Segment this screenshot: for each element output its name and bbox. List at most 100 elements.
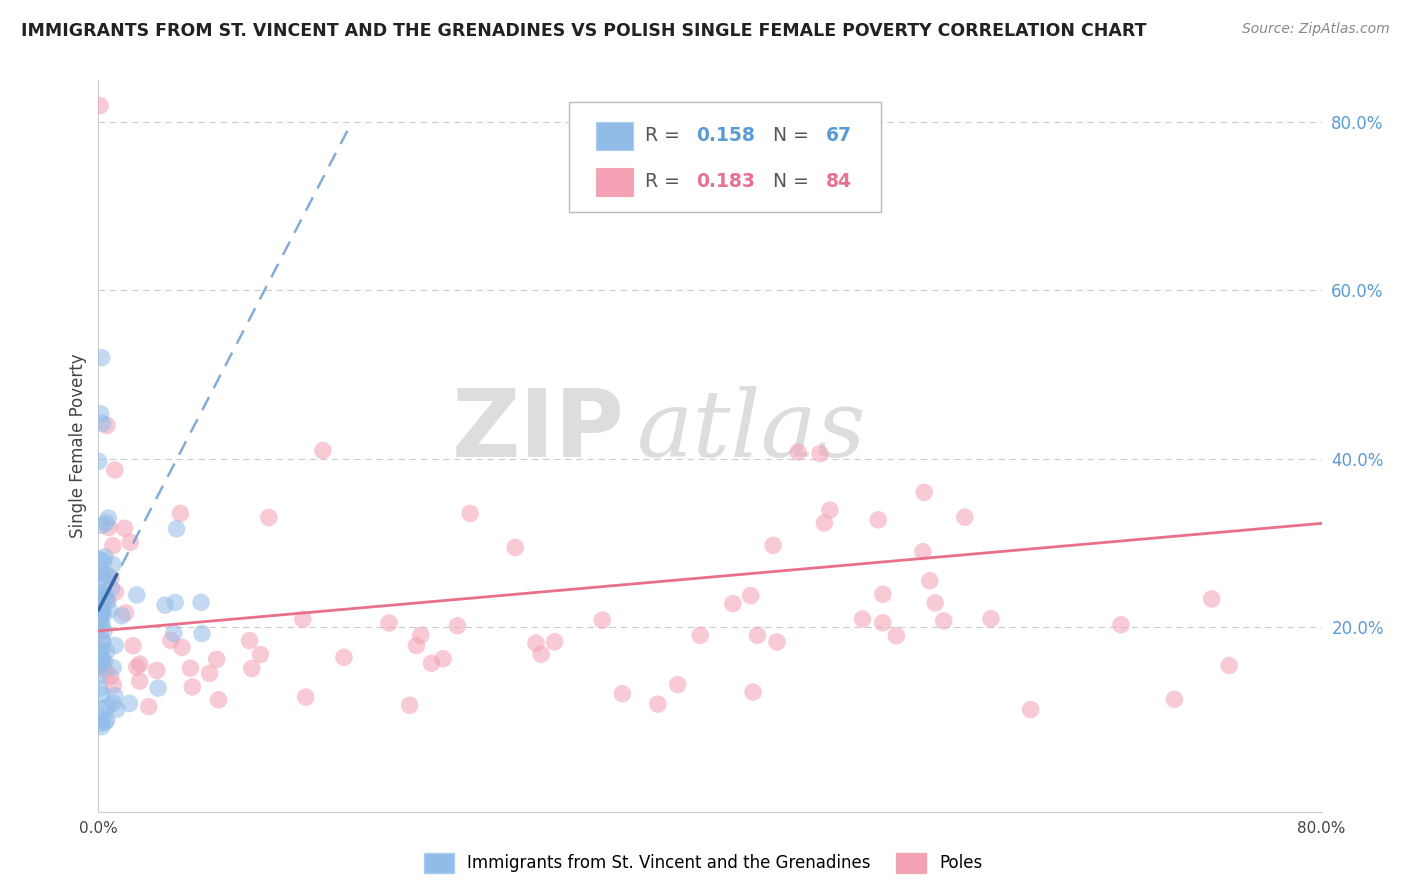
- Legend: Immigrants from St. Vincent and the Grenadines, Poles: Immigrants from St. Vincent and the Gren…: [418, 847, 988, 880]
- Point: [207, 693, 229, 707]
- Point: [128, 674, 150, 689]
- Text: 67: 67: [827, 127, 852, 145]
- Point: [91, 635, 114, 649]
- Point: [787, 445, 810, 459]
- Point: [98, 603, 121, 617]
- Point: [813, 516, 835, 530]
- Point: [721, 597, 744, 611]
- Point: [1201, 591, 1223, 606]
- Point: [94, 549, 117, 564]
- Point: [198, 666, 221, 681]
- Point: [90, 566, 112, 580]
- Text: 0.183: 0.183: [696, 172, 755, 192]
- Point: [87, 454, 110, 468]
- Point: [103, 678, 125, 692]
- Point: [90, 643, 112, 657]
- Point: [179, 661, 201, 675]
- Point: [240, 662, 263, 676]
- Point: [91, 633, 114, 648]
- Point: [165, 595, 187, 609]
- Point: [93, 624, 115, 639]
- Point: [912, 485, 935, 500]
- Point: [190, 595, 212, 609]
- Text: N =: N =: [762, 127, 815, 145]
- Point: [872, 587, 894, 601]
- Point: [872, 615, 894, 630]
- Text: 0.158: 0.158: [696, 127, 755, 145]
- Point: [1019, 703, 1042, 717]
- Point: [100, 582, 122, 596]
- Point: [1163, 692, 1185, 706]
- Point: [689, 628, 711, 642]
- Point: [90, 618, 112, 632]
- Point: [1218, 658, 1240, 673]
- Point: [766, 635, 789, 649]
- Point: [94, 714, 117, 729]
- Point: [91, 586, 114, 600]
- Point: [818, 503, 841, 517]
- Point: [886, 629, 908, 643]
- Point: [868, 513, 890, 527]
- Point: [89, 98, 111, 112]
- Point: [148, 681, 170, 695]
- Point: [122, 639, 145, 653]
- Point: [333, 650, 356, 665]
- Point: [104, 463, 127, 477]
- Point: [90, 605, 112, 619]
- Point: [458, 507, 481, 521]
- Point: [90, 720, 112, 734]
- Point: [138, 699, 160, 714]
- Point: [89, 612, 111, 626]
- Text: N =: N =: [762, 172, 815, 192]
- Point: [91, 616, 114, 631]
- Point: [90, 351, 112, 365]
- Point: [91, 570, 114, 584]
- Point: [89, 407, 111, 421]
- Bar: [596, 122, 633, 150]
- Point: [91, 589, 114, 603]
- Point: [405, 639, 427, 653]
- Point: [294, 690, 316, 705]
- Point: [851, 612, 873, 626]
- Point: [100, 669, 122, 683]
- Point: [524, 636, 547, 650]
- Point: [104, 639, 127, 653]
- Point: [163, 626, 186, 640]
- Point: [612, 687, 634, 701]
- Point: [96, 591, 118, 605]
- Point: [91, 602, 114, 616]
- Point: [90, 688, 112, 702]
- Point: [128, 657, 150, 671]
- Point: [96, 516, 118, 530]
- Point: [530, 647, 553, 661]
- Point: [89, 552, 111, 566]
- Y-axis label: Single Female Poverty: Single Female Poverty: [69, 354, 87, 538]
- Point: [104, 585, 127, 599]
- Point: [89, 606, 111, 620]
- Point: [93, 554, 115, 568]
- Point: [91, 653, 114, 667]
- Point: [97, 520, 120, 534]
- Point: [101, 539, 124, 553]
- Point: [257, 510, 280, 524]
- Point: [181, 680, 204, 694]
- Text: Source: ZipAtlas.com: Source: ZipAtlas.com: [1241, 22, 1389, 37]
- Point: [409, 628, 432, 642]
- Point: [808, 447, 831, 461]
- Text: atlas: atlas: [637, 386, 866, 476]
- Point: [742, 685, 765, 699]
- Point: [96, 567, 118, 582]
- Point: [96, 593, 118, 607]
- Point: [96, 418, 118, 433]
- Point: [111, 608, 134, 623]
- Point: [89, 588, 111, 602]
- Point: [87, 659, 110, 673]
- Point: [953, 510, 976, 524]
- Point: [118, 697, 141, 711]
- Point: [591, 613, 613, 627]
- Point: [170, 640, 193, 655]
- FancyBboxPatch shape: [569, 103, 882, 212]
- Point: [980, 612, 1002, 626]
- Point: [105, 702, 128, 716]
- Point: [101, 697, 124, 711]
